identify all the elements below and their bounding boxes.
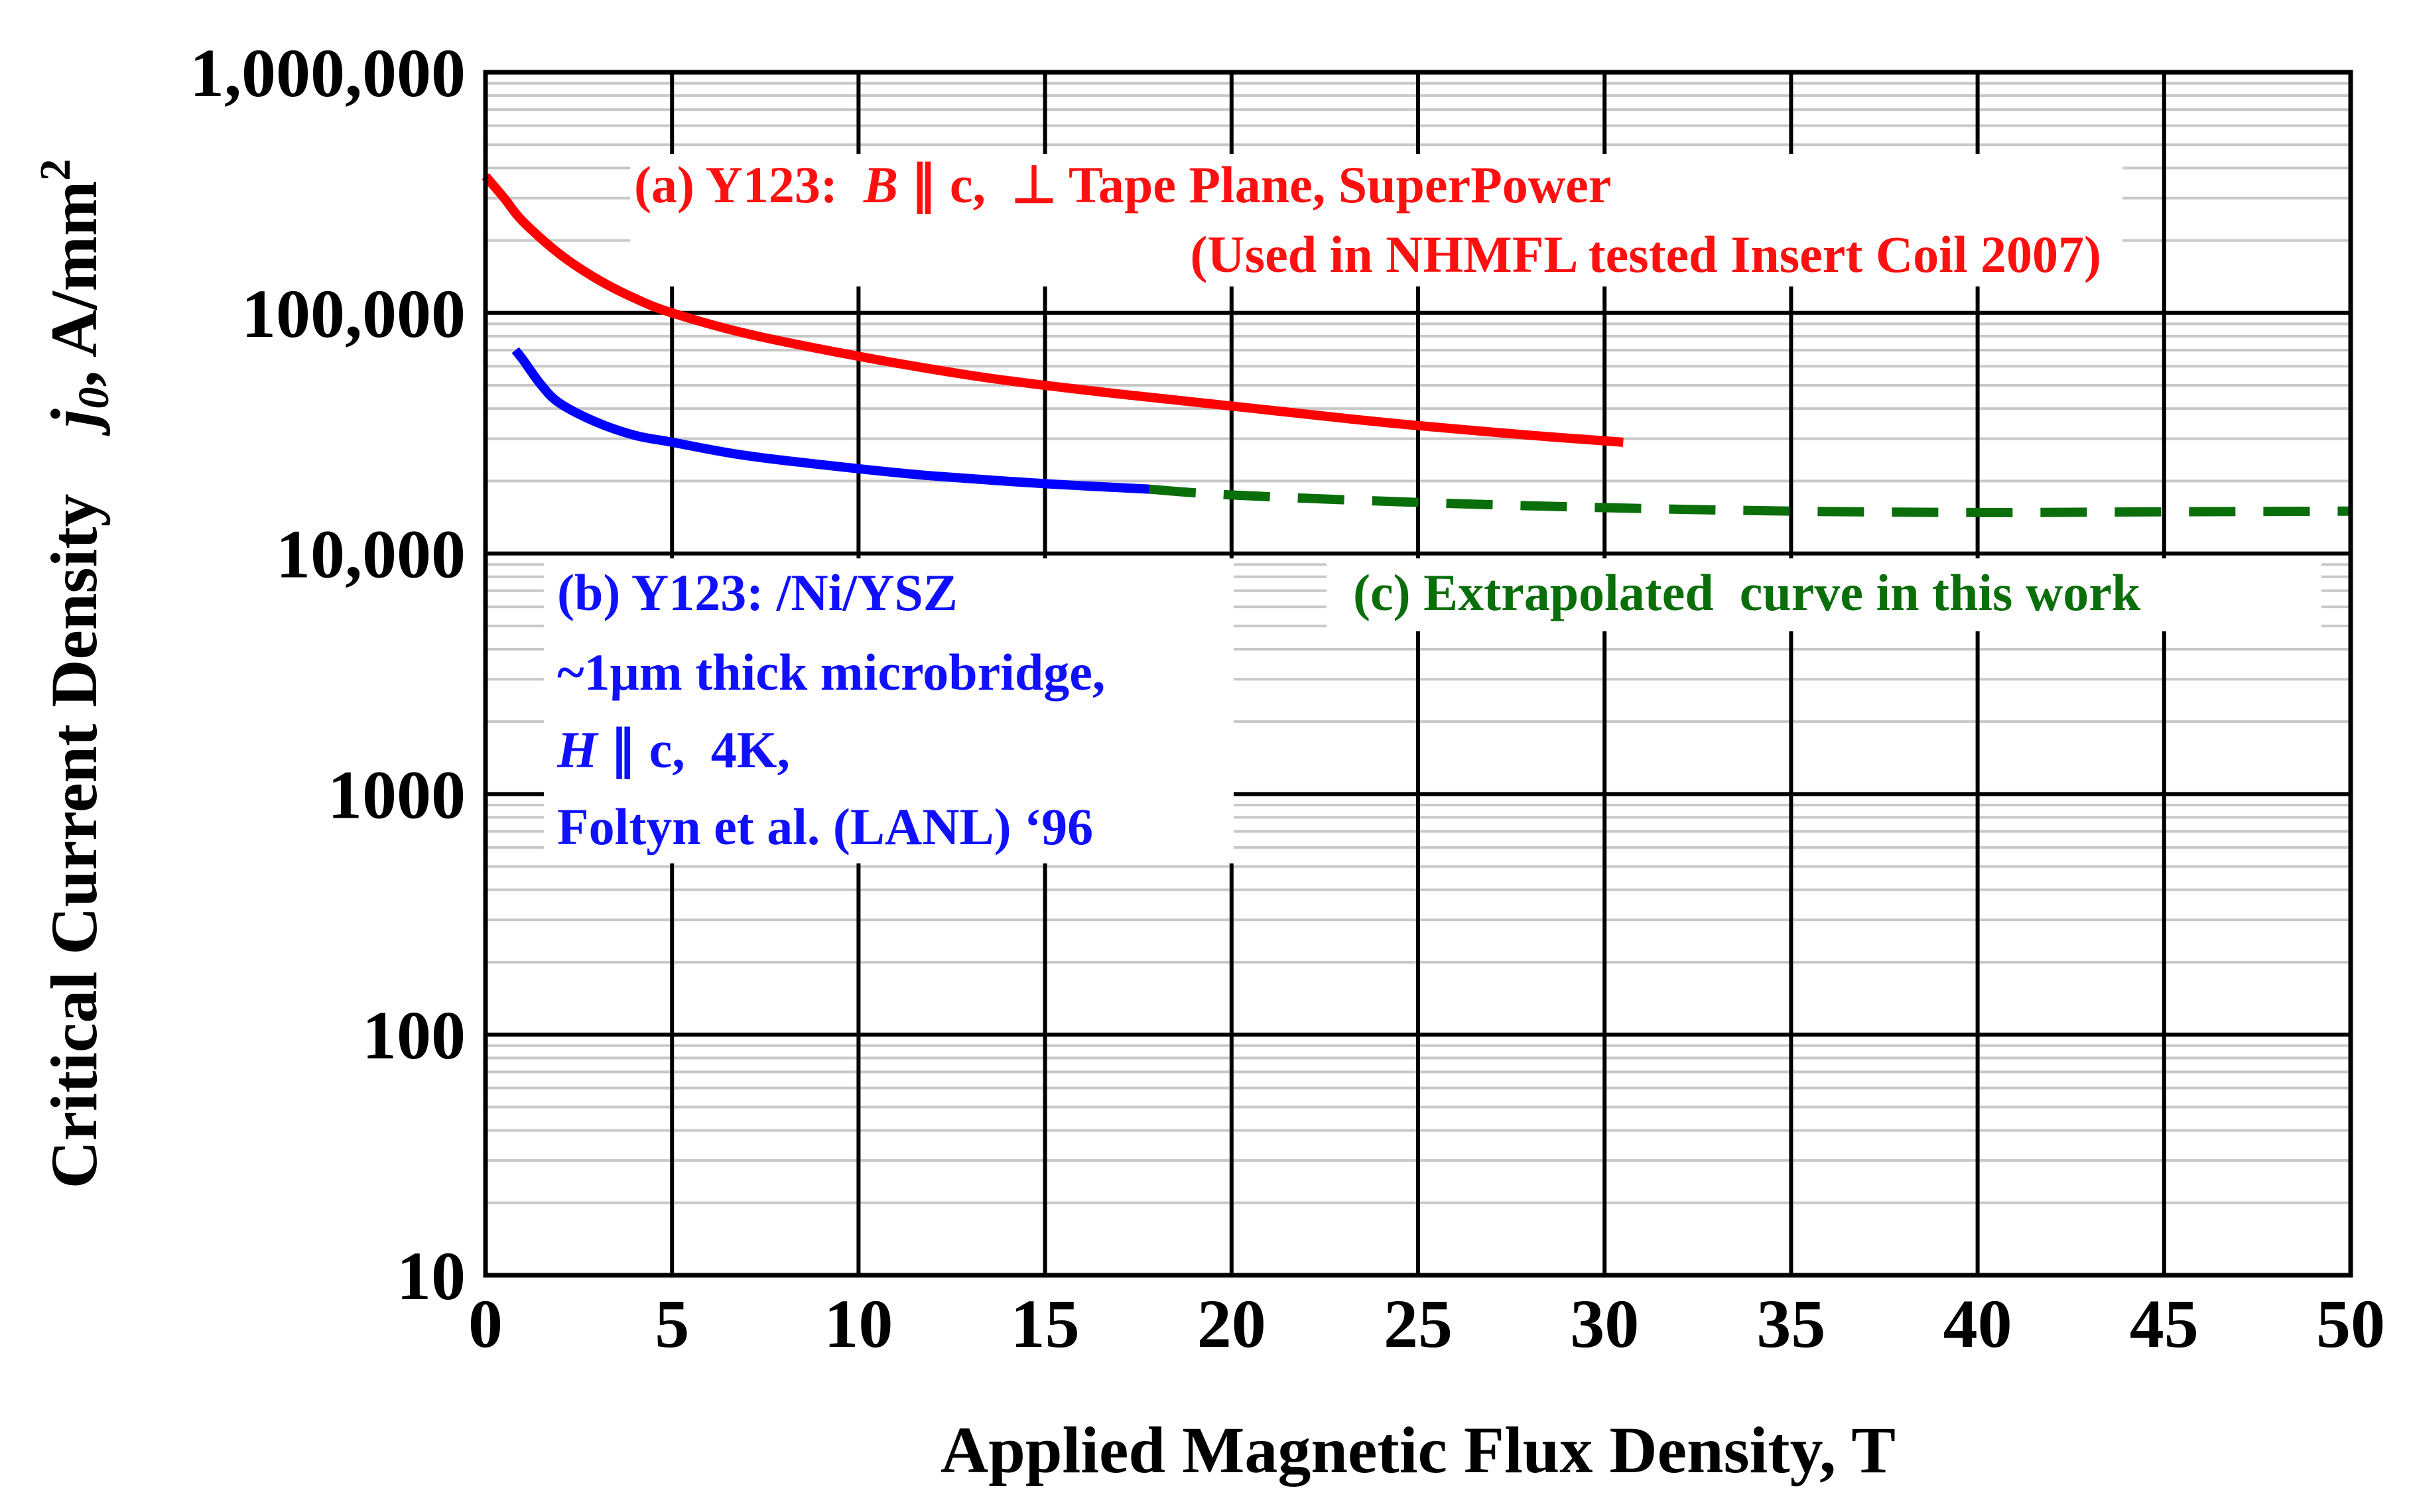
y-axis-title-units-sup: 2: [31, 159, 80, 181]
plot-frame: [483, 70, 2353, 1278]
x-tick-label: 25: [1384, 1286, 1453, 1362]
x-tick-label: 20: [1197, 1286, 1266, 1362]
series-c-line: [1149, 484, 2351, 517]
y-tick-labels: 10 100 1000 10,000 100,000 1,000,000: [190, 35, 466, 1314]
series-a-line: [482, 173, 1624, 447]
annotation-b-line3: H ∥ c, 4K,: [556, 721, 790, 779]
y-axis-title-subscript: 0: [70, 387, 118, 409]
series-layer: [482, 173, 2351, 517]
x-tick-label: 40: [1943, 1286, 2012, 1362]
y-axis-title: Critical Current Density j0, A/mm2: [31, 159, 118, 1189]
annotation-b-line4: Foltyn et al. (LANL) ‘96: [557, 798, 1093, 855]
x-tick-label: 10: [824, 1286, 893, 1362]
annotation-b-line1: (b) Y123: /Ni/YSZ: [557, 564, 958, 621]
y-tick-label: 100,000: [241, 276, 466, 352]
annotation-a-line2: (Used in NHMFL tested Insert Coil 2007): [1190, 225, 2101, 283]
annotation-c-background: [1327, 558, 2321, 631]
y-axis-title-main: Critical Current Density: [37, 493, 111, 1188]
y-tick-label: 10: [397, 1238, 466, 1314]
x-tick-label: 45: [2130, 1286, 2199, 1362]
y-tick-label: 100: [362, 997, 466, 1074]
x-tick-label: 15: [1011, 1286, 1080, 1362]
annotation-a-line1: (a) Y123: B ∥ c, ⊥ Tape Plane, SuperPowe…: [634, 156, 1611, 214]
y-tick-label: 1000: [328, 757, 466, 833]
y-tick-label: 10,000: [276, 517, 466, 593]
annotation-b-line2: ~1μm thick microbridge,: [557, 643, 1105, 701]
x-axis-title: Applied Magnetic Flux Density, T: [941, 1413, 1896, 1487]
series-b-line: [511, 347, 1150, 494]
x-tick-labels: 0 5 10 15 20 25 30 35 40 45 50: [468, 1286, 2385, 1362]
annotation-a-background: [630, 154, 2122, 286]
x-tick-label: 50: [2316, 1286, 2385, 1362]
annotation-a-B: B: [863, 156, 898, 214]
y-axis-title-units: , A/mm: [37, 181, 111, 387]
x-tick-label: 5: [655, 1286, 689, 1362]
annotation-b-line3-rest: ∥ c, 4K,: [598, 721, 790, 779]
annotation-a-prefix: (a) Y123:: [634, 156, 864, 214]
annotation-a-rest: ∥ c, ⊥ Tape Plane, SuperPower: [898, 156, 1611, 214]
x-tick-label: 0: [468, 1286, 503, 1362]
annotation-b-background: [544, 558, 1234, 863]
y-tick-label: 1,000,000: [190, 35, 466, 111]
x-tick-label: 35: [1756, 1286, 1825, 1362]
annotation-b-H: H: [556, 721, 599, 779]
annotation-c-line1: (c) Extrapolated curve in this work: [1353, 564, 2141, 621]
x-tick-label: 30: [1570, 1286, 1639, 1362]
